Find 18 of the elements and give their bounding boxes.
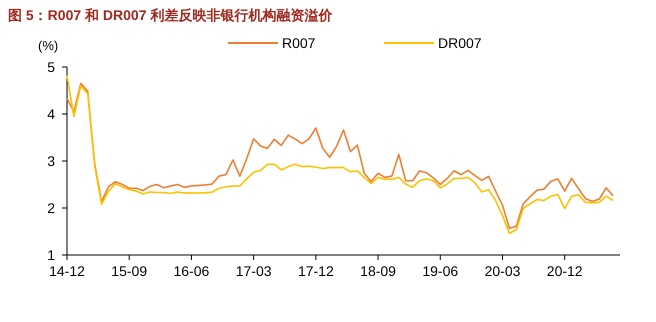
x-tick-label: 19-06 [422, 263, 458, 279]
x-tick-label: 20-03 [484, 263, 521, 279]
y-tick-label: 3 [47, 153, 56, 169]
x-tick-label: 16-06 [174, 263, 210, 279]
chart-title: 图 5：R007 和 DR007 利差反映非银行机构融资溢价 [8, 7, 334, 23]
legend-label: DR007 [438, 35, 482, 51]
y-tick-label: 2 [47, 200, 56, 216]
x-tick-label: 17-12 [298, 263, 334, 279]
x-tick-label: 20-12 [546, 263, 583, 279]
y-tick-label: 4 [47, 106, 56, 122]
x-tick-label: 15-09 [111, 263, 148, 279]
y-tick-label: 5 [47, 59, 56, 75]
y-tick-label: 1 [47, 247, 56, 263]
x-tick-label: 17-03 [236, 263, 272, 279]
x-tick-label: 14-12 [49, 263, 86, 279]
x-tick-label: 18-09 [360, 263, 396, 279]
y-axis-title: (%) [38, 38, 58, 53]
legend-label: R007 [282, 35, 316, 51]
